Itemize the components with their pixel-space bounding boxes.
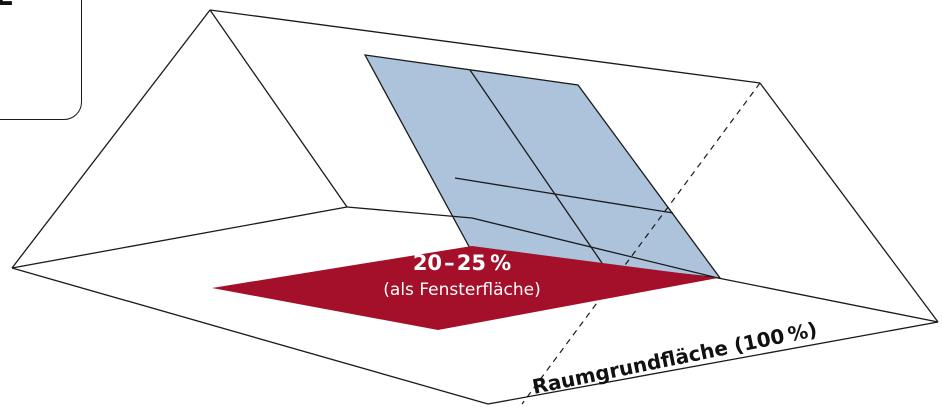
floor-area-label: Raumgrundfläche (100 %) — [530, 317, 819, 399]
title-label-text: HE — [0, 0, 15, 12]
roof-window — [363, 54, 722, 279]
window-share-area — [212, 246, 718, 330]
back-floor-edge — [11, 206, 348, 269]
right-gable-right-edge — [759, 82, 939, 323]
hidden-gable-edge — [521, 82, 761, 405]
eave-line — [471, 217, 719, 279]
roof-ridge — [209, 9, 761, 84]
back-wall-base — [346, 206, 473, 219]
front-floor-edge — [11, 267, 489, 405]
window-share-value: 20 – 25 % — [413, 251, 511, 275]
roof-window-pane — [363, 54, 722, 279]
right-floor-edge — [487, 321, 939, 405]
attic-outline — [11, 9, 939, 405]
roof-window-transom — [454, 177, 674, 214]
window-share-caption: (als Fensterfläche) — [383, 280, 540, 300]
left-gable-left-edge — [11, 9, 211, 269]
title-label-box: HE — [0, 0, 82, 120]
floor-seam — [717, 277, 939, 323]
left-gable-right-edge — [209, 9, 348, 208]
roof-window-mullion — [469, 69, 603, 264]
